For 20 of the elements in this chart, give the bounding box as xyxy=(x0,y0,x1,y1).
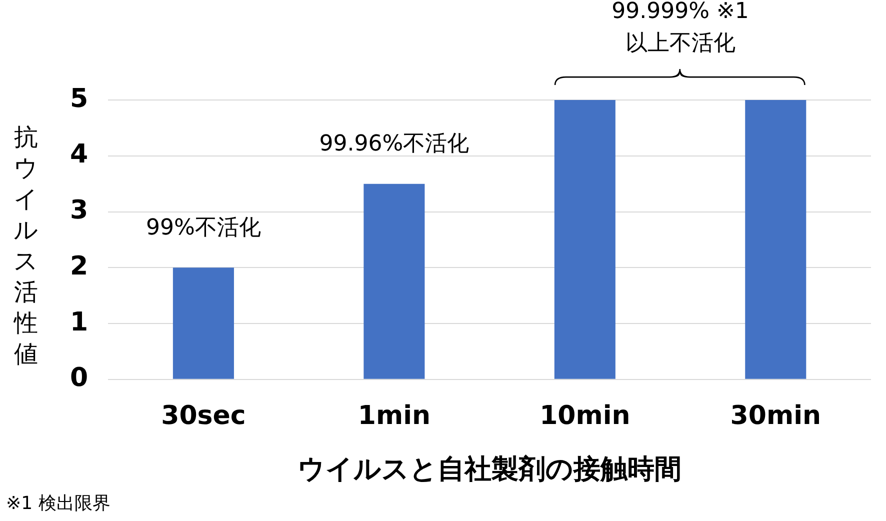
y-tick-label: 4 xyxy=(70,140,88,170)
y-tick-label: 1 xyxy=(70,307,88,338)
bar xyxy=(364,184,425,379)
y-axis-title: 抗ウイルス活性値 xyxy=(12,122,40,370)
y-tick-label: 0 xyxy=(70,363,88,394)
bar xyxy=(172,268,234,379)
annotation: 99.96%不活化 xyxy=(319,132,470,157)
bar xyxy=(554,100,616,379)
x-tick-label: 30sec xyxy=(161,400,246,431)
x-axis-title: ウイルスと自社製剤の接触時間 xyxy=(298,454,682,485)
y-tick-label: 3 xyxy=(70,196,88,226)
text: ※1 検出限界 xyxy=(6,492,110,515)
bar xyxy=(745,100,806,379)
y-tick-label: 5 xyxy=(70,84,88,114)
annotation: 99%不活化 xyxy=(146,215,261,240)
x-tick-label: 10min xyxy=(540,400,630,431)
x-tick-label: 30min xyxy=(730,400,821,431)
x-tick-label: 1min xyxy=(358,400,430,431)
y-tick-label: 2 xyxy=(70,251,88,282)
text: 99.999% ※1 以上不活化 xyxy=(610,0,750,58)
